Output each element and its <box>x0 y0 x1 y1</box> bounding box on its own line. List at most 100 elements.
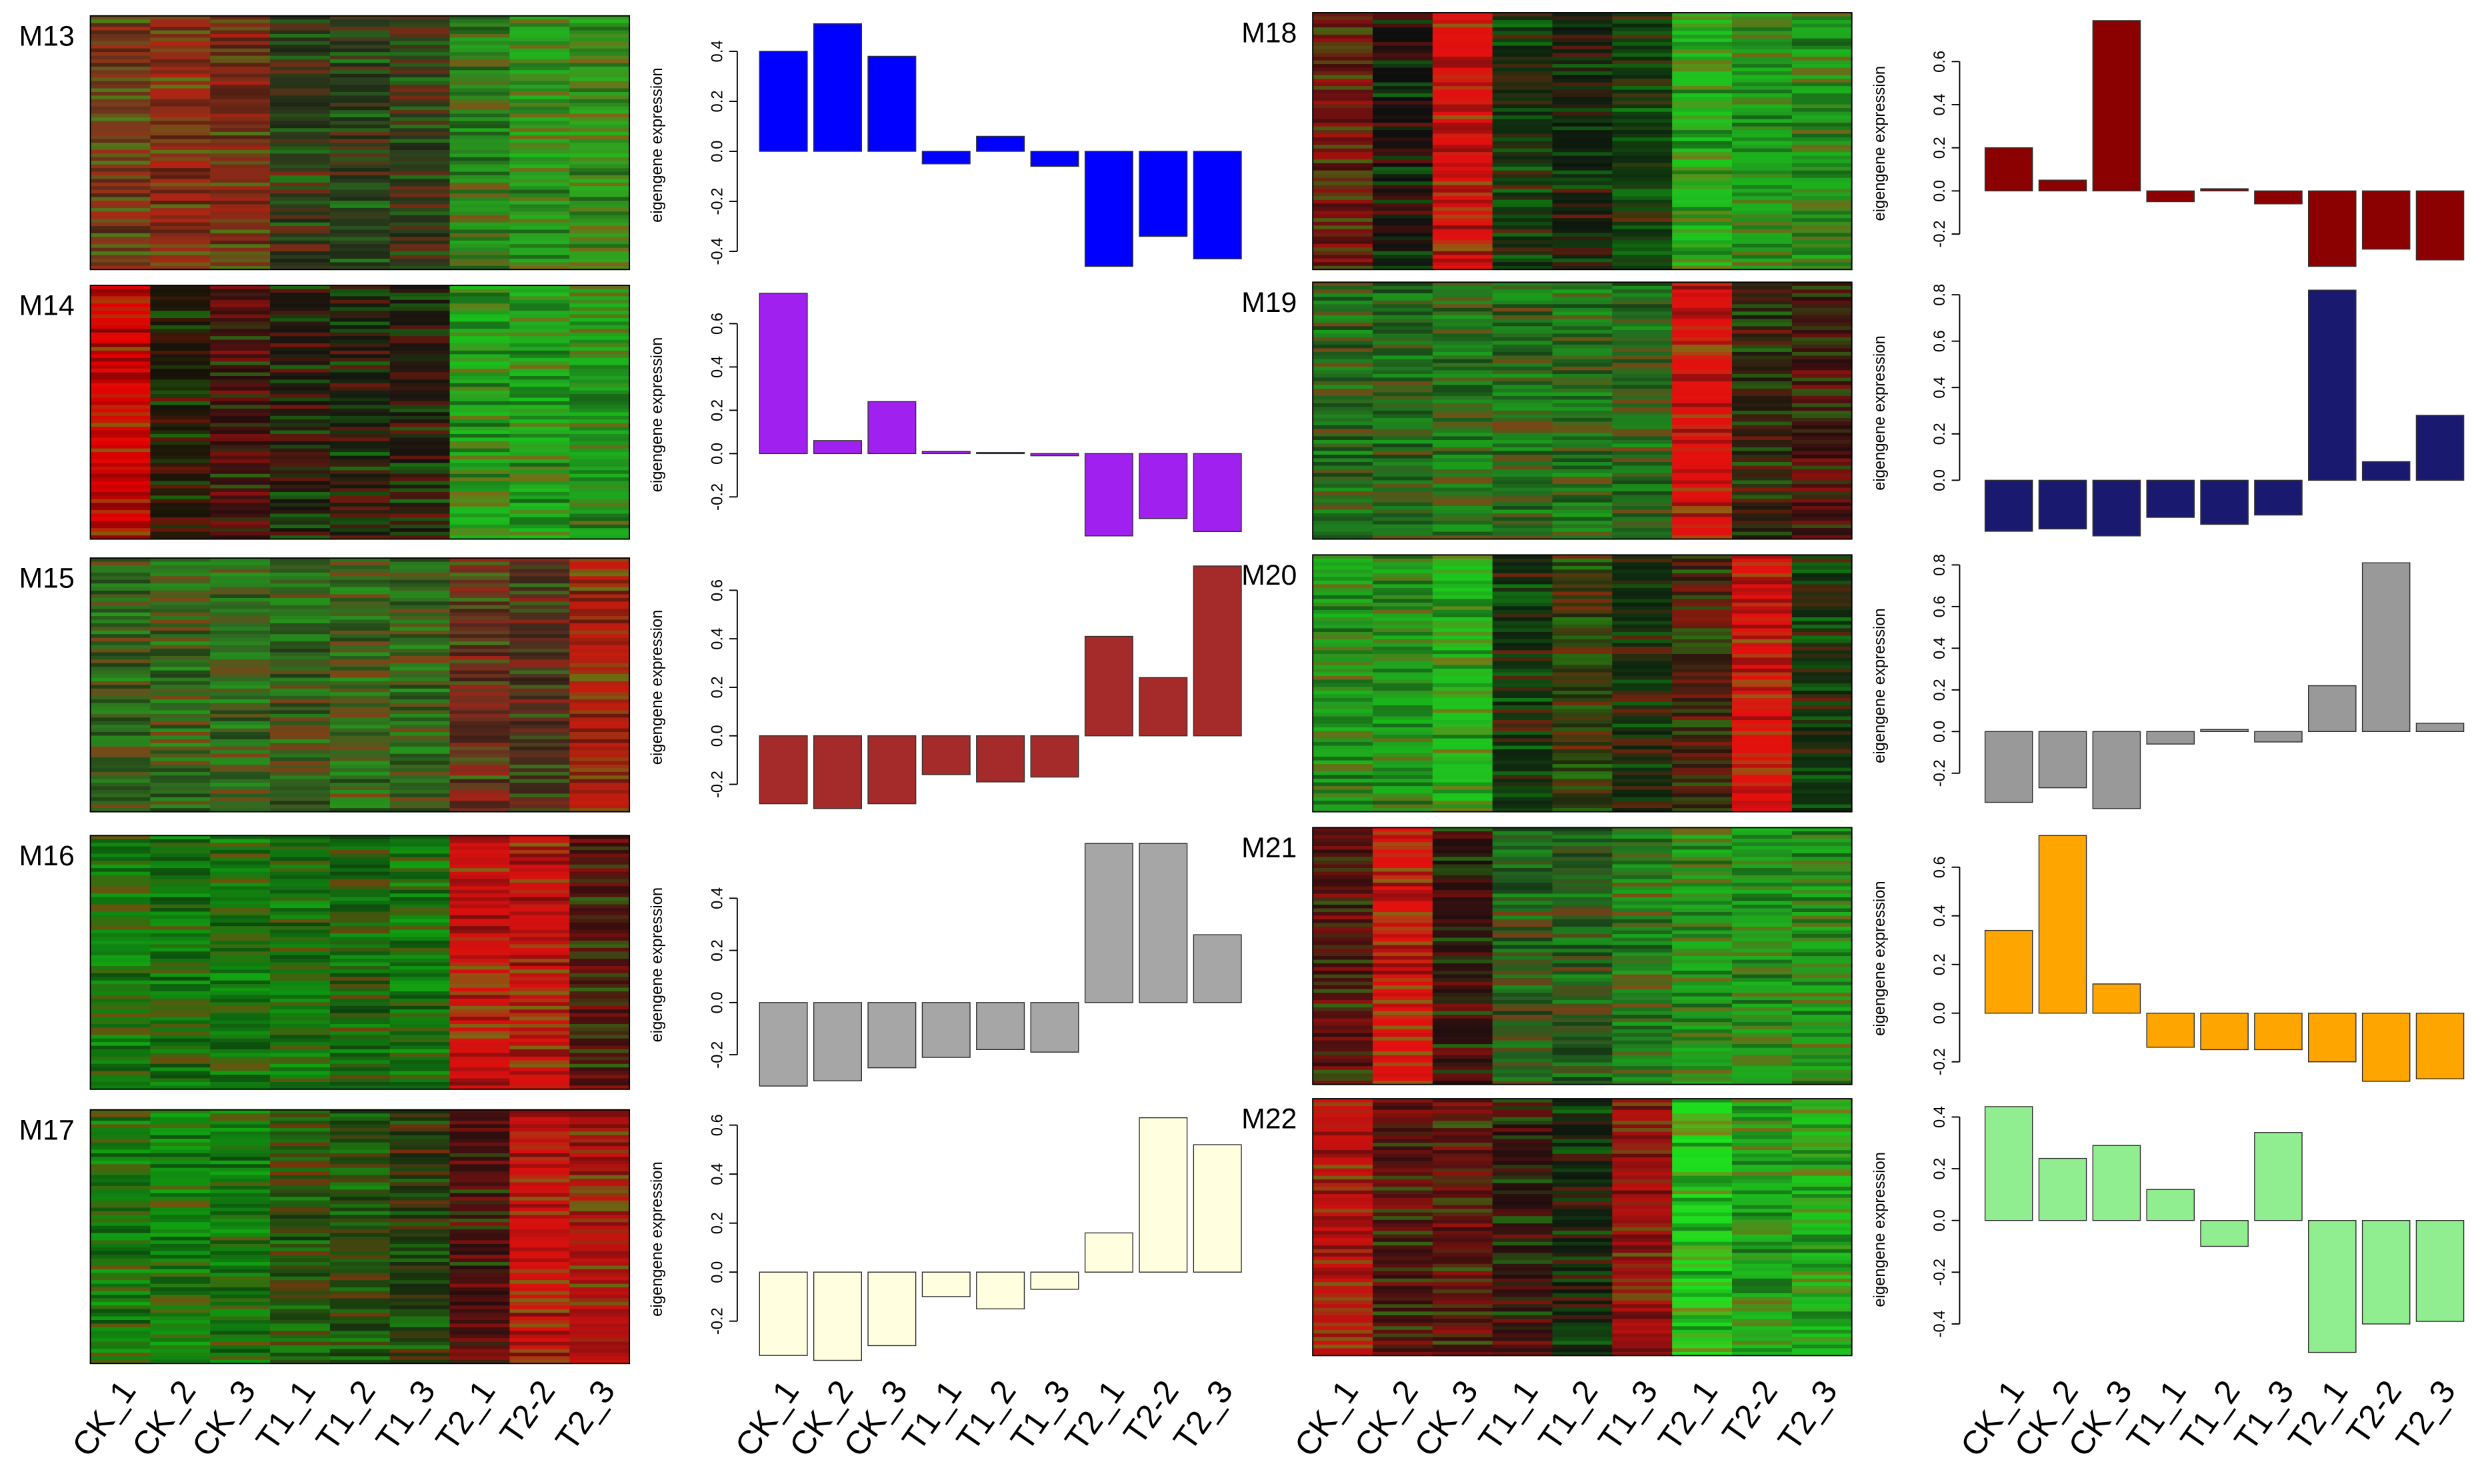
heatmap-cell <box>270 1049 331 1054</box>
heatmap-cell <box>270 95 331 100</box>
heatmap-cell <box>150 139 211 143</box>
heatmap-cell <box>1492 742 1553 747</box>
heatmap-cell <box>509 761 571 765</box>
heatmap-cell <box>1672 469 1733 474</box>
heatmap-cell <box>1612 753 1673 757</box>
heatmap-cell <box>449 757 511 762</box>
heatmap-cell <box>270 919 331 923</box>
heatmap-cell <box>150 623 211 628</box>
heatmap-cell <box>1612 319 1673 323</box>
heatmap-cell <box>1432 236 1493 241</box>
heatmap-cell <box>509 861 571 865</box>
heatmap-cell <box>90 415 151 420</box>
heatmap-cell <box>1372 326 1433 331</box>
heatmap-cell <box>389 387 451 391</box>
heatmap-cell <box>270 937 331 941</box>
heatmap-cell <box>1432 639 1493 644</box>
heatmap-cell <box>569 419 630 424</box>
heatmap-cell <box>389 379 451 384</box>
heatmap-cell <box>1612 771 1673 776</box>
heatmap-cell <box>150 1002 211 1007</box>
heatmap-cell <box>150 977 211 981</box>
heatmap-cell <box>329 1113 391 1118</box>
heatmap-cell <box>1552 189 1613 193</box>
heatmap-cell <box>270 415 331 420</box>
heatmap-cell <box>1552 672 1613 677</box>
heatmap-cell <box>150 771 211 776</box>
heatmap-cell <box>569 226 630 231</box>
heatmap-cell <box>1791 152 1853 157</box>
heatmap-cell <box>1313 749 1373 754</box>
heatmap-cell <box>1432 477 1493 481</box>
heatmap-cell <box>1372 506 1433 511</box>
heatmap-cell <box>1313 385 1373 389</box>
heatmap-cell <box>270 959 331 963</box>
heatmap-cell <box>1612 289 1673 294</box>
heatmap-cell <box>1552 753 1613 757</box>
y-tick-label: 0.4 <box>709 356 727 378</box>
heatmap-cell <box>509 1352 571 1357</box>
heatmap-cell <box>1492 163 1553 167</box>
heatmap-cell <box>1492 524 1553 529</box>
heatmap-cell <box>569 33 630 39</box>
heatmap-cell <box>329 649 391 653</box>
heatmap-cell <box>270 73 331 78</box>
heatmap-cell <box>509 1171 571 1176</box>
heatmap-cell <box>1492 555 1553 559</box>
heatmap-cell <box>449 405 511 409</box>
heatmap-cell <box>210 103 271 107</box>
heatmap-cell <box>1372 661 1433 666</box>
y-tick-label: 0.2 <box>709 939 727 961</box>
heatmap-cell <box>210 1121 271 1125</box>
heatmap-cell <box>449 655 511 661</box>
heatmap-cell <box>1432 801 1493 805</box>
heatmap-cell <box>210 314 271 319</box>
heatmap-cell <box>150 681 211 686</box>
heatmap-cell <box>1313 535 1373 540</box>
heatmap-cell <box>1313 760 1373 765</box>
heatmap-cell <box>1732 31 1793 35</box>
heatmap-cell <box>329 645 391 649</box>
heatmap-cell <box>1313 148 1373 153</box>
heatmap-cell <box>270 569 331 573</box>
heatmap-cell <box>150 1038 211 1043</box>
heatmap-cell <box>1432 388 1493 393</box>
heatmap-cell <box>210 1002 271 1007</box>
heatmap-cell <box>1612 163 1673 167</box>
heatmap-cell <box>90 143 151 147</box>
heatmap-cell <box>150 506 211 511</box>
heatmap-cell <box>1672 307 1733 313</box>
heatmap-cell <box>1492 67 1553 72</box>
heatmap-cell <box>90 713 151 719</box>
heatmap-cell <box>1492 804 1553 809</box>
heatmap-cell <box>150 1301 211 1306</box>
bar <box>759 1002 808 1087</box>
heatmap-cell <box>449 477 511 482</box>
heatmap-cell <box>569 793 630 798</box>
heatmap-cell <box>1552 297 1613 301</box>
heatmap-cell <box>1313 679 1373 684</box>
heatmap-cell <box>329 357 391 362</box>
heatmap-cell <box>1552 348 1613 353</box>
heatmap-cell <box>1612 653 1673 659</box>
heatmap-cell <box>150 171 211 176</box>
heatmap-cell <box>270 365 331 369</box>
heatmap-cell <box>509 1316 571 1321</box>
heatmap-cell <box>509 339 571 344</box>
heatmap-cell <box>210 204 271 209</box>
heatmap-cell <box>150 314 211 319</box>
heatmap-cell <box>150 390 211 395</box>
heatmap-cell <box>270 186 331 191</box>
heatmap-cell <box>210 321 271 326</box>
heatmap-cell <box>1552 653 1613 659</box>
heatmap-cell <box>389 343 451 348</box>
heatmap-cell <box>449 1258 511 1263</box>
heatmap-cell <box>1372 753 1433 757</box>
heatmap-cell <box>569 728 630 733</box>
bar <box>2146 190 2195 203</box>
heatmap-cell <box>270 121 331 125</box>
heatmap-cell <box>270 1200 331 1205</box>
heatmap-cell <box>1732 57 1793 61</box>
heatmap-cell <box>90 258 151 263</box>
heatmap-cell <box>1791 421 1853 426</box>
